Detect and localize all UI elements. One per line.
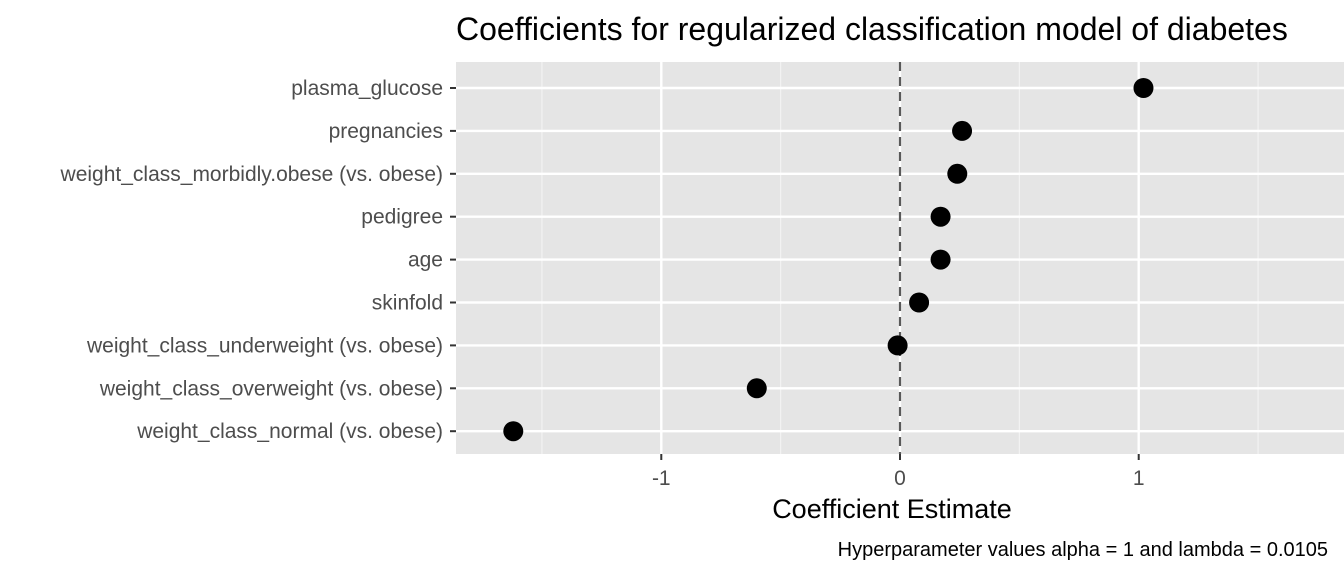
y-tick-label: plasma_glucose: [291, 77, 443, 100]
y-axis-ticks: [450, 87, 456, 433]
y-tick-label: pregnancies: [329, 120, 443, 143]
data-points: [503, 78, 1154, 442]
x-axis-labels: -1 0 1: [652, 467, 1145, 490]
coefficient-point: [746, 378, 767, 399]
chart-caption: Hyperparameter values alpha = 1 and lamb…: [838, 539, 1328, 561]
y-tick-label: weight_class_morbidly.obese (vs. obese): [60, 163, 443, 186]
coefficient-point: [503, 421, 524, 442]
x-axis-title: Coefficient Estimate: [772, 494, 1012, 524]
coefficient-point: [930, 206, 951, 227]
coefficient-point: [887, 335, 908, 356]
x-tick-label: 1: [1133, 467, 1145, 490]
coefficient-point: [930, 249, 951, 270]
x-axis-ticks: [660, 454, 1140, 460]
coefficient-point: [1133, 78, 1154, 98]
x-tick-label: -1: [652, 467, 671, 490]
chart-title: Coefficients for regularized classificat…: [456, 11, 1288, 47]
coefficient-point: [952, 120, 973, 141]
x-tick-label: 0: [894, 467, 906, 490]
coefficient-point: [947, 163, 968, 184]
y-axis-labels: plasma_glucose pregnancies weight_class_mo…: [60, 77, 443, 443]
y-tick-label: weight_class_normal (vs. obese): [136, 420, 443, 443]
coefficient-point: [909, 292, 930, 313]
y-tick-label: weight_class_overweight (vs. obese): [99, 377, 443, 400]
y-tick-label: weight_class_underweight (vs. obese): [86, 334, 443, 357]
y-tick-label: skinfold: [372, 292, 443, 315]
y-tick-label: age: [408, 249, 443, 272]
y-tick-label: pedigree: [361, 206, 443, 229]
